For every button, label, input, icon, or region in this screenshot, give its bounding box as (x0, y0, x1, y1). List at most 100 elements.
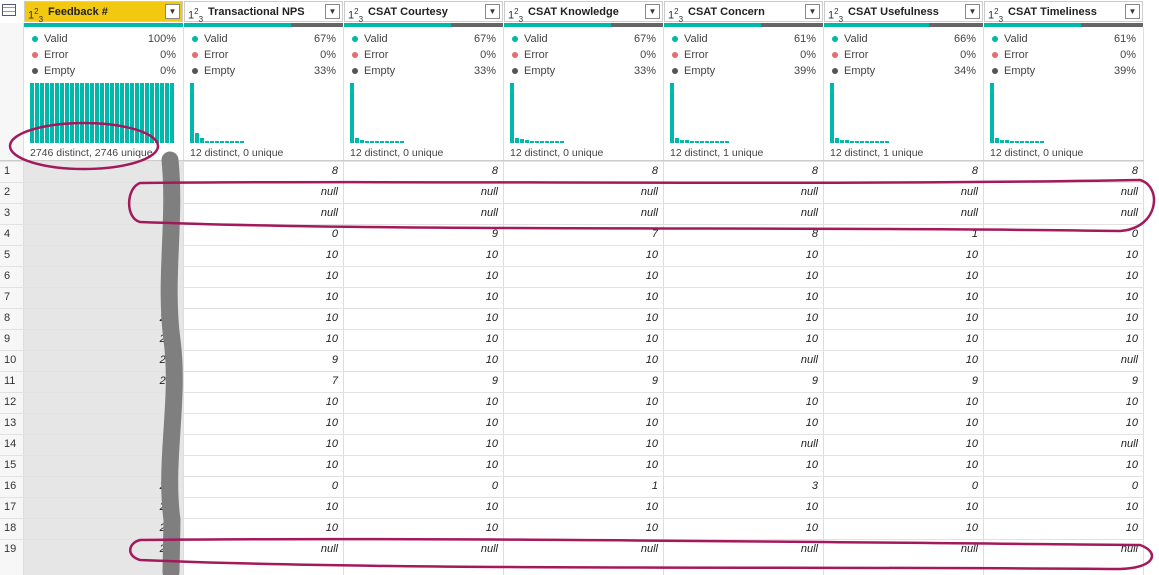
filter-dropdown[interactable]: ▼ (325, 4, 340, 19)
filter-dropdown[interactable]: ▼ (485, 4, 500, 19)
cell: 10 (645, 459, 658, 471)
histogram-bar (160, 83, 164, 143)
histogram-bar (515, 137, 519, 143)
quality-percent: 61% (793, 33, 816, 45)
quality-bar-empty (928, 23, 983, 27)
cell: 0 (971, 480, 978, 492)
histogram-bar (715, 140, 719, 143)
type-icon-part: 3 (678, 14, 684, 24)
histogram-bar (235, 140, 239, 143)
column-header[interactable]: 123 Feedback # ▼ (24, 1, 183, 24)
quality-label: Empty (204, 65, 236, 77)
quality-bar-valid (664, 23, 761, 27)
histogram-bar (225, 140, 229, 143)
cell: 10 (1125, 417, 1138, 429)
histogram-bar (200, 137, 204, 143)
quality-percent: 61% (1113, 33, 1136, 45)
quality-dot (352, 68, 358, 74)
cell: 10 (965, 291, 978, 303)
quality-percent: 33% (633, 65, 656, 77)
table-menu-icon[interactable] (2, 4, 16, 16)
cell: 8 (331, 165, 338, 177)
cell: 10 (325, 501, 338, 513)
column-header[interactable]: 123 CSAT Concern ▼ (664, 1, 823, 24)
cell: 0 (331, 228, 338, 240)
cell: 10 (485, 417, 498, 429)
cell: 10 (325, 312, 338, 324)
filter-dropdown[interactable]: ▼ (165, 4, 180, 19)
histogram-bar (690, 140, 694, 143)
cell: 8 (971, 165, 978, 177)
cell: null (960, 207, 978, 219)
filter-dropdown[interactable]: ▼ (645, 4, 660, 19)
histogram-bar (360, 139, 364, 143)
histogram-bar (400, 140, 404, 143)
quality-label: Empty (1004, 65, 1036, 77)
cell: 10 (1125, 291, 1138, 303)
quality-dot (832, 36, 838, 42)
cell: 10 (1125, 270, 1138, 282)
cell: 21 (165, 186, 178, 198)
cell: null (320, 207, 338, 219)
cell: 10 (1125, 249, 1138, 261)
histogram-bar (835, 137, 839, 143)
cell: 219 (159, 375, 178, 387)
cell: 10 (1125, 501, 1138, 513)
cell: 10 (645, 522, 658, 534)
column-body (184, 27, 344, 575)
row-separator (0, 350, 1144, 351)
cell: 0 (491, 480, 498, 492)
column-header[interactable]: 123 CSAT Usefulness ▼ (824, 1, 983, 24)
type-icon: 123 (348, 2, 363, 30)
cell: 9 (651, 375, 658, 387)
histogram-bar (725, 140, 729, 143)
type-icon-part: 3 (998, 14, 1004, 24)
cell: 10 (485, 249, 498, 261)
filter-dropdown[interactable]: ▼ (805, 4, 820, 19)
row-number: 11 (4, 375, 16, 387)
cell: 0 (1131, 480, 1138, 492)
cell: 10 (965, 270, 978, 282)
type-icon-part: 1 (828, 9, 835, 22)
cell: 10 (805, 501, 818, 513)
histogram-bar (860, 140, 864, 143)
row-separator (0, 161, 1144, 162)
row-number: 2 (4, 186, 11, 198)
quality-percent: 39% (1113, 65, 1136, 77)
column-header[interactable]: 123 CSAT Courtesy ▼ (344, 1, 503, 24)
cell: null (800, 186, 818, 198)
filter-dropdown[interactable]: ▼ (965, 4, 980, 19)
histogram-bar (680, 139, 684, 143)
quality-label: Empty (364, 65, 396, 77)
quality-dot (832, 68, 838, 74)
cell: null (480, 186, 498, 198)
column-name: CSAT Knowledge (528, 6, 619, 18)
cell: 10 (805, 417, 818, 429)
cell: null (640, 207, 658, 219)
histogram-bar (375, 140, 379, 143)
histogram-bar (670, 83, 674, 143)
histogram-bar (560, 140, 564, 143)
row-number: 12 (4, 396, 17, 408)
histogram-bar (70, 83, 74, 143)
type-icon-part: 2 (994, 7, 999, 16)
type-icon-part: 1 (188, 9, 195, 22)
cell: null (480, 207, 498, 219)
cell: 10 (1125, 396, 1138, 408)
quality-bar-valid (824, 23, 929, 27)
cell: 1 (651, 480, 658, 492)
histogram-bar (50, 83, 54, 143)
column-header[interactable]: 123 CSAT Knowledge ▼ (504, 1, 663, 24)
type-icon-part: 1 (508, 9, 515, 22)
filter-dropdown[interactable]: ▼ (1125, 4, 1140, 19)
histogram-bar (205, 140, 209, 143)
cell: 10 (965, 522, 978, 534)
cell: 8 (651, 165, 658, 177)
column-header[interactable]: 123 Transactional NPS ▼ (184, 1, 343, 24)
quality-dot (992, 52, 998, 58)
quality-label: Valid (1004, 33, 1028, 45)
cell: 7 (331, 375, 338, 387)
column-header[interactable]: 123 CSAT Timeliness ▼ (984, 1, 1143, 24)
histogram-bar (540, 140, 544, 143)
cell: 10 (965, 438, 978, 450)
